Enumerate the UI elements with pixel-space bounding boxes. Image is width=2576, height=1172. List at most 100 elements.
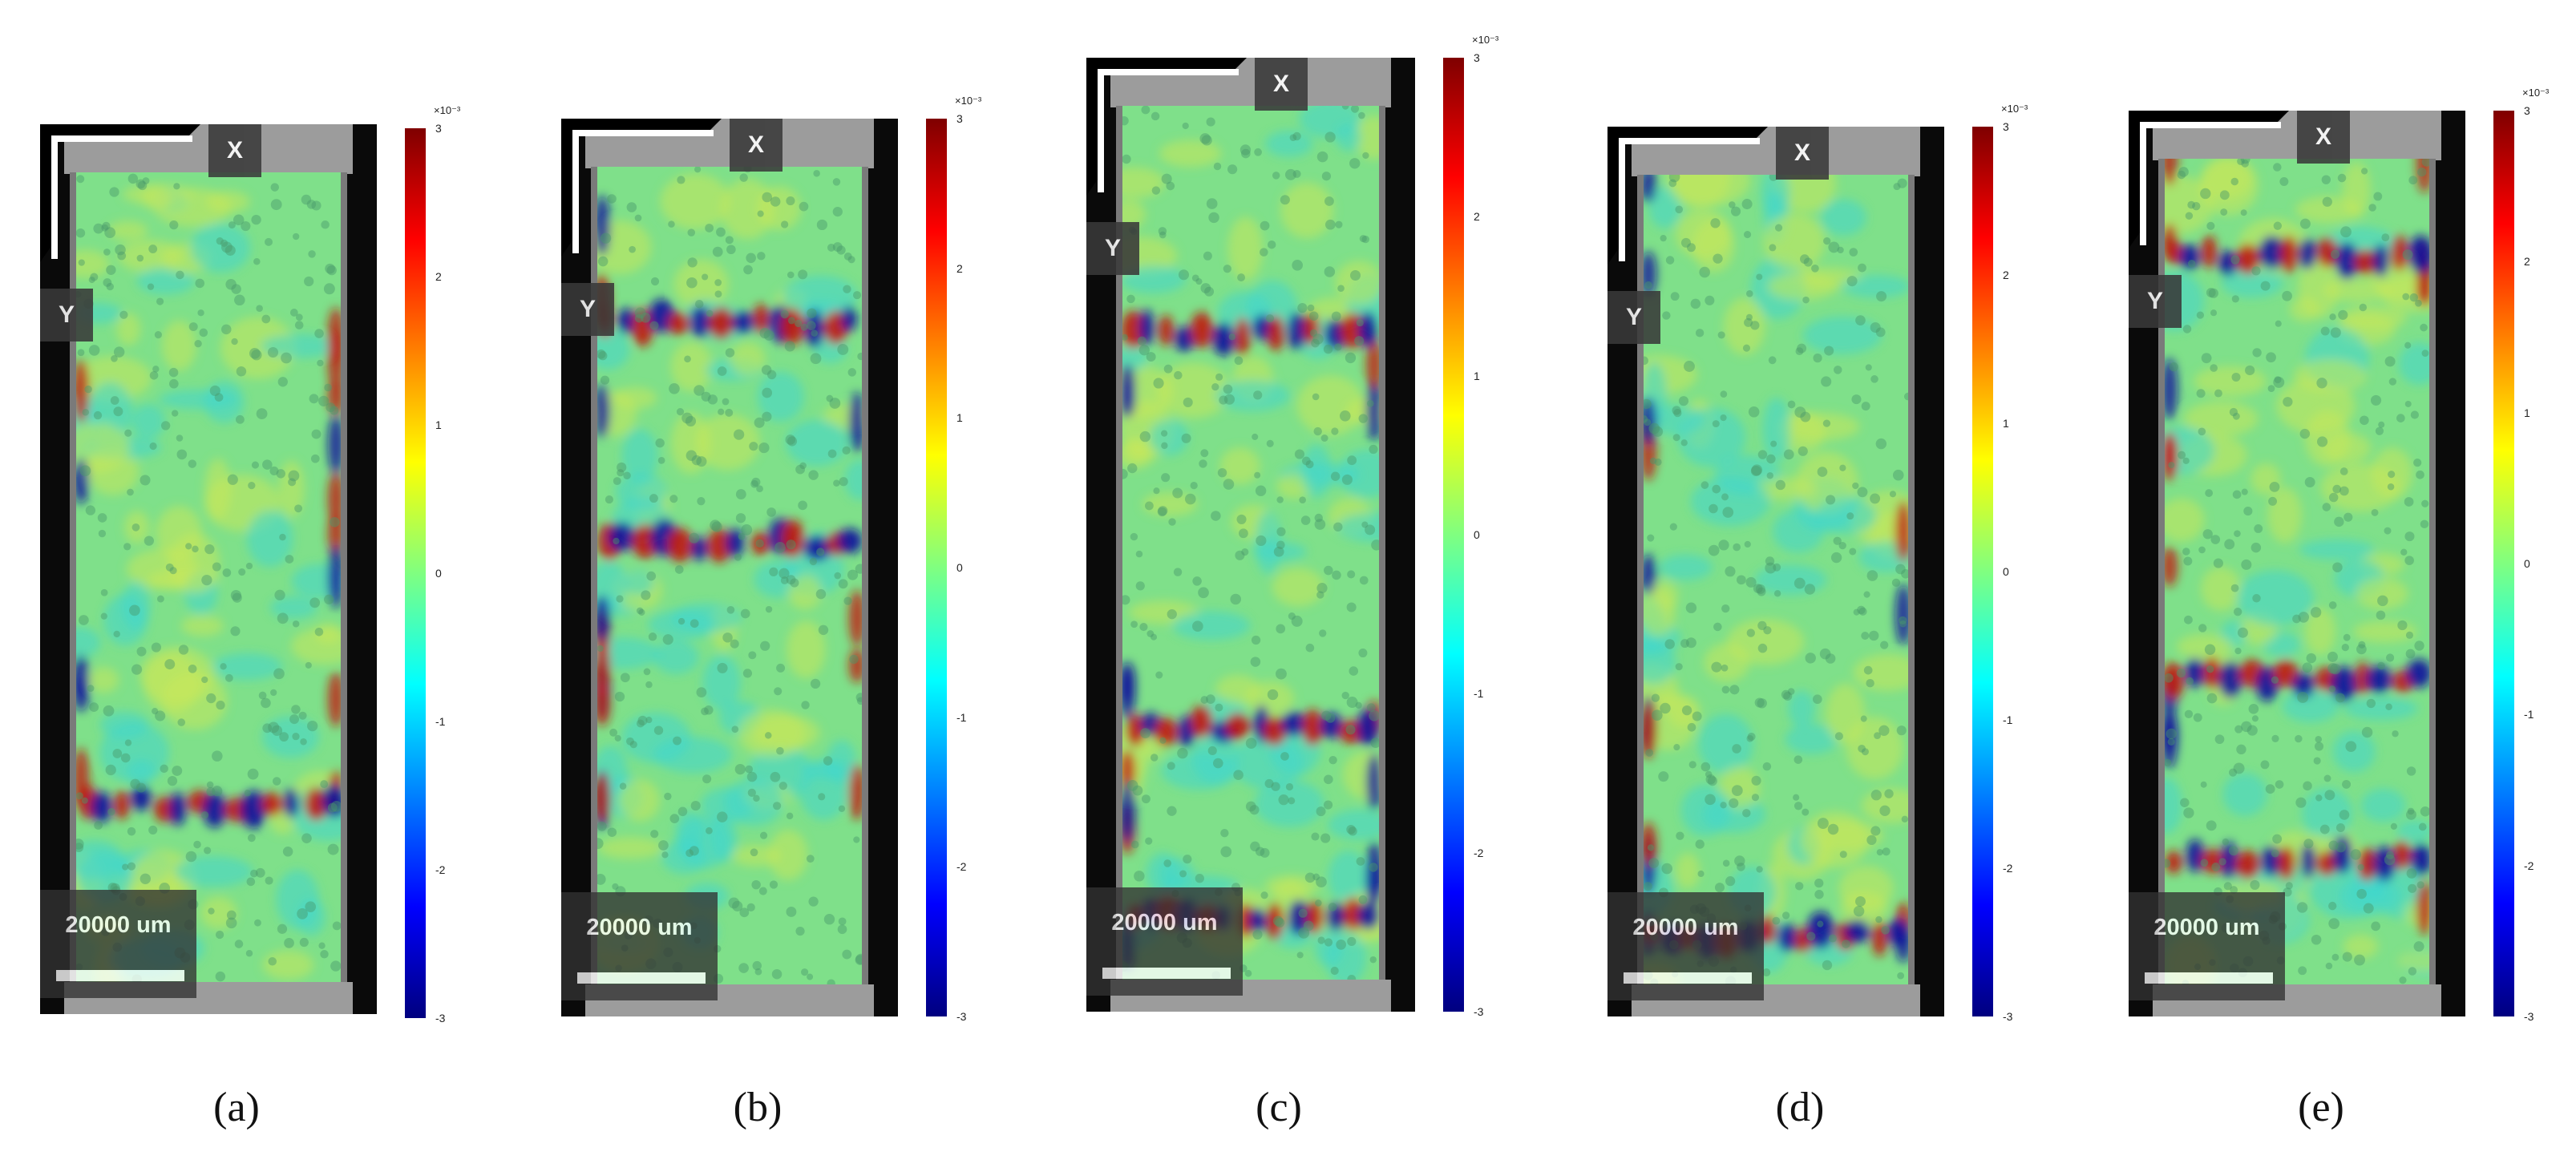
y-axis-label: Y: [1086, 222, 1139, 275]
colorbar: ×10⁻³ 3 2 1 0 -1 -2 -3: [1972, 103, 2028, 1023]
strain-field-overlay: [2165, 159, 2429, 984]
specimen-photo: X Y 20000 um: [1607, 127, 1944, 1016]
colorbar-tick-label: -1: [1474, 687, 1484, 701]
x-axis-label: X: [1255, 58, 1308, 111]
colorbar-tick-label: 3: [956, 112, 963, 125]
y-axis-text: Y: [1104, 235, 1121, 261]
colorbar-tick-label: 3: [435, 122, 442, 135]
coordinate-frame-icon: [1607, 127, 1768, 265]
y-axis-label: Y: [40, 289, 93, 341]
x-axis-text: X: [1793, 139, 1810, 166]
scale-bar-label: 20000 um: [1632, 915, 1739, 940]
colorbar-tick-label: -3: [435, 1012, 446, 1024]
scale-bar-line: [1624, 972, 1752, 984]
x-axis-label: X: [208, 124, 261, 177]
colorbar-tick-label: -1: [2003, 713, 2013, 726]
colorbar-tick-label: 1: [1474, 369, 1480, 382]
coordinate-frame-icon: [40, 124, 200, 262]
panel-caption: (d): [1775, 1085, 1825, 1130]
panel-caption: (e): [2298, 1085, 2344, 1130]
colorbar-tick-label: 1: [2524, 406, 2530, 419]
x-axis-text: X: [226, 137, 243, 164]
colorbar-tick-label: 0: [956, 561, 963, 574]
scale-bar-line: [2145, 972, 2273, 984]
colorbar-exponent: ×10⁻³: [2001, 103, 2028, 115]
scale-bar: 20000 um: [1086, 887, 1243, 996]
scale-bar-label: 20000 um: [586, 915, 693, 940]
coordinate-frame-icon: [2129, 111, 2289, 249]
colorbar: ×10⁻³ 3 2 1 0 -1 -2 -3: [2493, 87, 2549, 1023]
colorbar-tick-label: -1: [435, 715, 446, 728]
scale-bar: 20000 um: [561, 892, 718, 1000]
x-axis-label: X: [2297, 111, 2350, 164]
specimen-photo: X Y 20000 um: [40, 124, 377, 1014]
colorbar: ×10⁻³ 3 2 1 0 -1 -2 -3: [926, 95, 981, 1023]
colorbar-exponent: ×10⁻³: [955, 95, 982, 107]
colorbar-tick-label: -2: [1474, 846, 1484, 859]
colorbar-tick-label: 1: [956, 411, 963, 425]
y-axis-text: Y: [579, 296, 596, 322]
scale-bar-label: 20000 um: [65, 912, 172, 938]
y-axis-label: Y: [561, 283, 614, 336]
panel-caption: (b): [733, 1085, 783, 1130]
colorbar-tick-label: 2: [1474, 210, 1480, 224]
x-axis-text: X: [747, 131, 764, 158]
strain-field-overlay: [76, 172, 341, 982]
colorbar-tick-label: -3: [956, 1010, 967, 1023]
colorbar-tick-label: 2: [2524, 255, 2530, 269]
y-axis-text: Y: [2146, 288, 2163, 314]
colorbar-tick-label: -3: [2524, 1010, 2534, 1023]
x-axis-label: X: [1776, 127, 1829, 180]
panel-caption: (c): [1256, 1085, 1302, 1130]
colorbar-tick-label: 1: [435, 418, 442, 431]
scale-bar-line: [1102, 968, 1231, 979]
colorbar-exponent: ×10⁻³: [2522, 87, 2550, 99]
scale-bar: 20000 um: [2129, 892, 2285, 1000]
colorbar: ×10⁻³ 3 2 1 0 -1 -2 -3: [405, 104, 460, 1024]
scale-bar-label: 20000 um: [2153, 915, 2260, 940]
colorbar-tick-label: 0: [2003, 565, 2009, 578]
x-axis-text: X: [1272, 71, 1289, 97]
colorbar-tick-label: -1: [956, 710, 967, 724]
x-axis-label: X: [730, 119, 783, 172]
specimen-photo: X Y 20000 um: [561, 119, 898, 1016]
colorbar-tick-label: -2: [435, 863, 446, 876]
colorbar-tick-label: -1: [2524, 708, 2534, 721]
colorbar-tick-label: 3: [2524, 104, 2530, 117]
scale-bar-label: 20000 um: [1111, 910, 1218, 936]
scale-bar-line: [577, 972, 706, 984]
colorbar-tick-label: 2: [956, 261, 963, 275]
strain-field-overlay: [597, 167, 862, 984]
scale-bar: 20000 um: [40, 890, 196, 998]
coordinate-frame-icon: [1086, 58, 1247, 196]
strain-field-overlay: [1122, 106, 1379, 980]
colorbar-tick-label: 1: [2003, 417, 2009, 430]
colorbar-tick-label: 2: [435, 270, 442, 283]
panel-caption: (a): [213, 1085, 260, 1130]
coordinate-frame-icon: [561, 119, 722, 257]
colorbar-tick-label: -2: [2003, 862, 2013, 875]
colorbar-tick-label: -2: [956, 860, 967, 874]
specimen-photo: X Y 20000 um: [1086, 58, 1415, 1012]
colorbar-tick-label: -2: [2524, 859, 2534, 872]
colorbar-tick-label: 0: [1474, 528, 1480, 541]
y-axis-text: Y: [1625, 304, 1642, 330]
scale-bar-line: [56, 970, 184, 981]
y-axis-label: Y: [2129, 275, 2182, 328]
y-axis-label: Y: [1607, 291, 1660, 344]
strain-field-overlay: [1644, 175, 1908, 984]
colorbar-exponent: ×10⁻³: [434, 104, 461, 116]
colorbar-tick-label: 3: [1474, 51, 1480, 64]
colorbar-tick-label: 2: [2003, 269, 2009, 281]
x-axis-text: X: [2315, 123, 2331, 150]
colorbar-tick-label: 0: [2524, 557, 2530, 570]
colorbar-exponent: ×10⁻³: [1472, 34, 1499, 46]
specimen-photo: X Y 20000 um: [2129, 111, 2465, 1016]
colorbar-tick-label: 3: [2003, 120, 2009, 133]
colorbar-tick-label: -3: [1474, 1005, 1484, 1018]
scale-bar: 20000 um: [1607, 892, 1764, 1000]
colorbar-tick-label: -3: [2003, 1010, 2013, 1023]
colorbar-tick-label: 0: [435, 567, 442, 580]
colorbar: ×10⁻³ 3 2 1 0 -1 -2 -3: [1443, 34, 1498, 1018]
y-axis-text: Y: [58, 301, 75, 328]
